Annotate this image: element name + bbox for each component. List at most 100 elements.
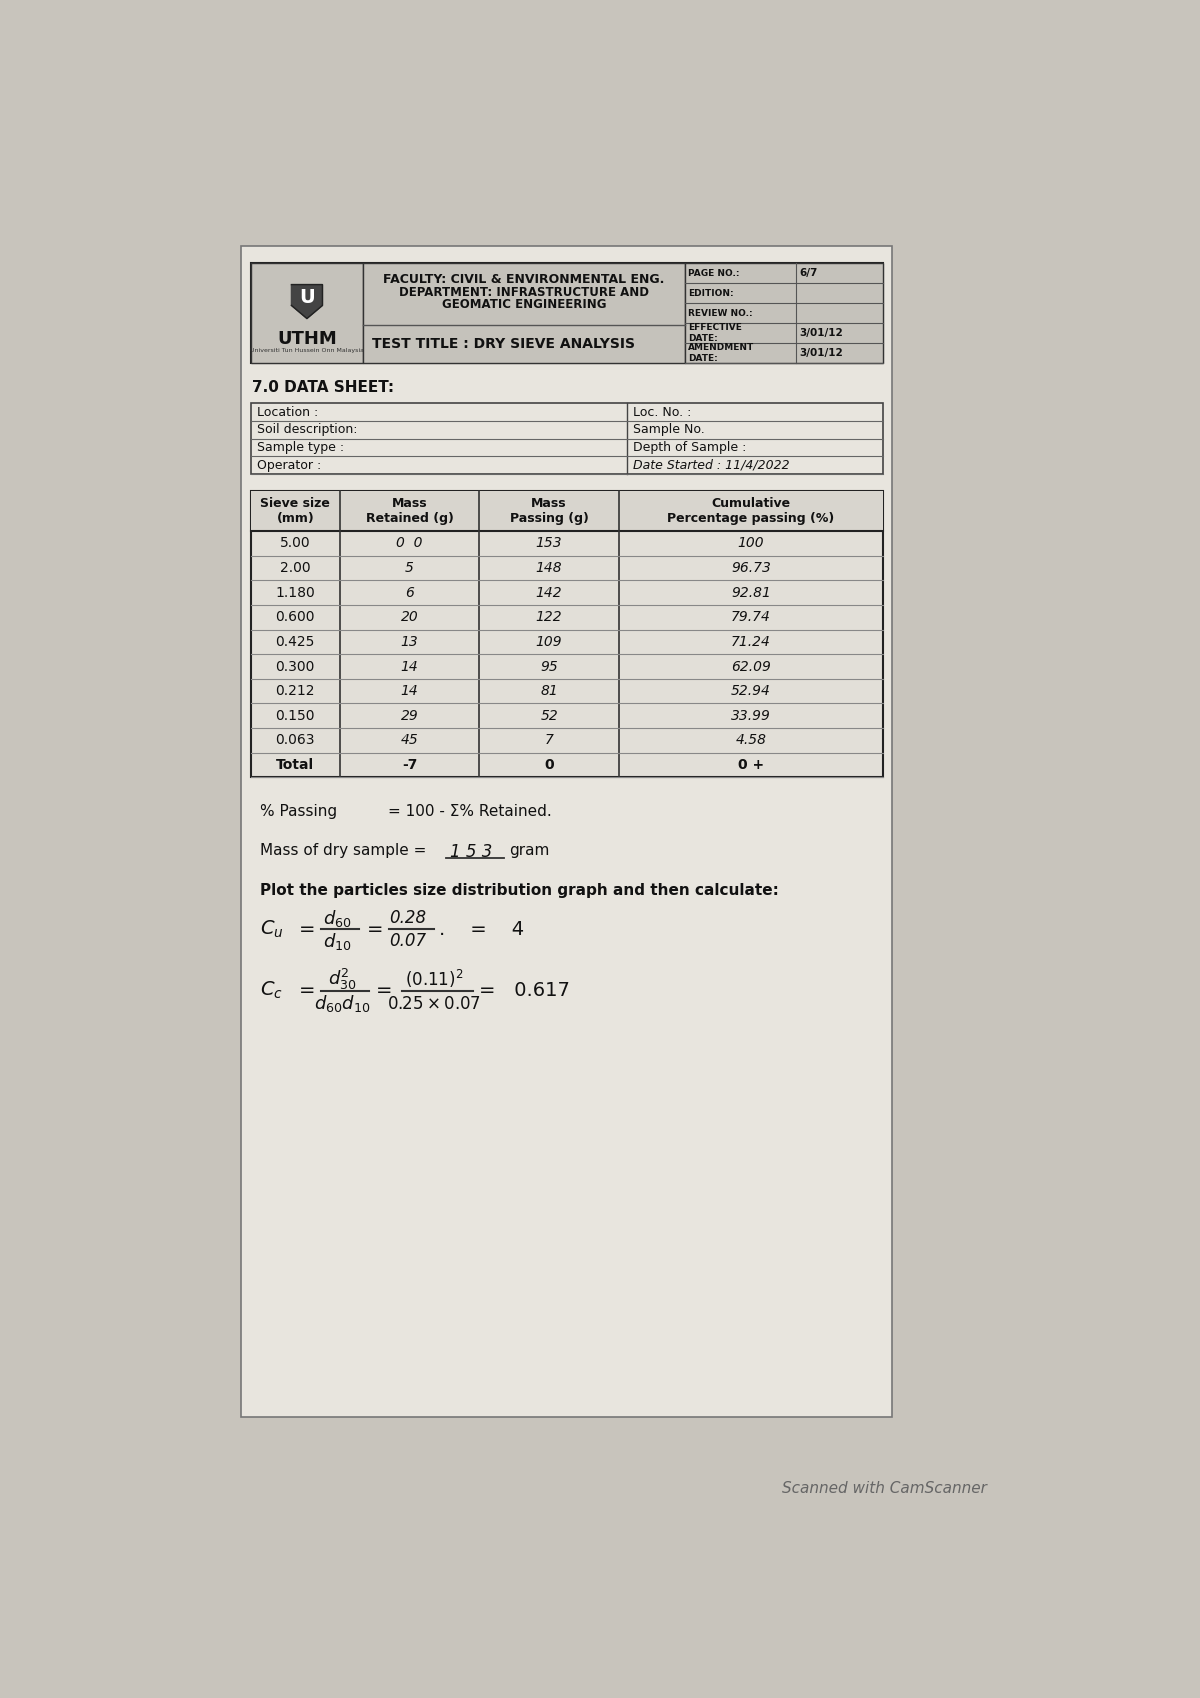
Text: TEST TITLE : DRY SIEVE ANALYSIS: TEST TITLE : DRY SIEVE ANALYSIS <box>372 338 636 351</box>
Text: REVIEW NO.:: REVIEW NO.: <box>688 309 752 318</box>
Text: $d_{10}$: $d_{10}$ <box>323 931 352 953</box>
Text: 79.74: 79.74 <box>731 610 770 625</box>
Text: 52.94: 52.94 <box>731 684 770 698</box>
Text: $C_u$: $C_u$ <box>260 919 283 939</box>
Text: 0.600: 0.600 <box>276 610 316 625</box>
Text: Soil description:: Soil description: <box>257 423 358 436</box>
Text: PAGE NO.:: PAGE NO.: <box>688 268 739 277</box>
Text: AMENDMENT
DATE:: AMENDMENT DATE: <box>688 343 754 363</box>
Text: Universiti Tun Hussein Onn Malaysia: Universiti Tun Hussein Onn Malaysia <box>250 348 364 353</box>
Text: 2.00: 2.00 <box>280 560 311 576</box>
Text: Scanned with CamScanner: Scanned with CamScanner <box>782 1481 986 1496</box>
Text: 3/01/12: 3/01/12 <box>799 328 844 338</box>
Text: 100: 100 <box>738 537 764 550</box>
Text: 0.28: 0.28 <box>390 910 427 927</box>
Bar <box>251 402 883 474</box>
Text: 122: 122 <box>536 610 563 625</box>
Text: 0.425: 0.425 <box>276 635 314 649</box>
Text: 5: 5 <box>406 560 414 576</box>
Text: Total: Total <box>276 757 314 773</box>
Bar <box>241 246 893 1416</box>
Text: 0.07: 0.07 <box>390 932 427 951</box>
Polygon shape <box>292 285 323 319</box>
Text: =: = <box>367 920 384 939</box>
Text: 45: 45 <box>401 734 419 747</box>
Bar <box>685 263 883 363</box>
Text: $C_c$: $C_c$ <box>260 980 283 1002</box>
Text: Mass
Passing (g): Mass Passing (g) <box>510 498 588 525</box>
Text: 0: 0 <box>545 757 554 773</box>
Text: gram: gram <box>510 842 550 857</box>
Text: 142: 142 <box>536 586 563 599</box>
Text: 0  0: 0 0 <box>396 537 422 550</box>
Bar <box>251 491 883 531</box>
Text: 14: 14 <box>401 659 419 674</box>
Text: 92.81: 92.81 <box>731 586 770 599</box>
Text: .    =    4: . = 4 <box>439 920 524 939</box>
Text: Operator :: Operator : <box>257 458 322 472</box>
Text: 7.0 DATA SHEET:: 7.0 DATA SHEET: <box>252 380 395 396</box>
Text: =: = <box>299 981 316 1000</box>
Text: 96.73: 96.73 <box>731 560 770 576</box>
Text: =: = <box>299 920 316 939</box>
Text: EFFECTIVE
DATE:: EFFECTIVE DATE: <box>688 323 742 343</box>
Text: =   0.617: = 0.617 <box>479 981 570 1000</box>
Text: $0.25 \times 0.07$: $0.25 \times 0.07$ <box>388 995 481 1012</box>
Text: FACULTY: CIVIL & ENVIRONMENTAL ENG.: FACULTY: CIVIL & ENVIRONMENTAL ENG. <box>383 273 665 287</box>
Text: Cumulative
Percentage passing (%): Cumulative Percentage passing (%) <box>667 498 835 525</box>
Text: U: U <box>299 289 314 307</box>
Text: Depth of Sample :: Depth of Sample : <box>634 441 746 453</box>
Text: 148: 148 <box>536 560 563 576</box>
Text: 29: 29 <box>401 708 419 723</box>
Text: $(0.11)^2$: $(0.11)^2$ <box>406 968 463 990</box>
Text: -7: -7 <box>402 757 418 773</box>
Text: DEPARTMENT: INFRASTRUCTURE AND: DEPARTMENT: INFRASTRUCTURE AND <box>398 285 649 299</box>
Text: 1 5 3: 1 5 3 <box>450 842 492 861</box>
Bar <box>251 263 364 363</box>
Text: 52: 52 <box>540 708 558 723</box>
Text: GEOMATIC ENGINEERING: GEOMATIC ENGINEERING <box>442 299 606 311</box>
Text: 95: 95 <box>540 659 558 674</box>
Text: 14: 14 <box>401 684 419 698</box>
Text: Location :: Location : <box>257 406 318 418</box>
Text: 71.24: 71.24 <box>731 635 770 649</box>
Text: 153: 153 <box>536 537 563 550</box>
Text: 4.58: 4.58 <box>736 734 767 747</box>
Text: Mass of dry sample =: Mass of dry sample = <box>260 842 431 857</box>
Text: 33.99: 33.99 <box>731 708 770 723</box>
Text: EDITION:: EDITION: <box>688 289 733 297</box>
Text: $d_{60}$: $d_{60}$ <box>323 908 352 929</box>
Bar <box>251 491 883 778</box>
Text: 5.00: 5.00 <box>280 537 311 550</box>
Text: 0.063: 0.063 <box>276 734 316 747</box>
Text: = 100 - Σ% Retained.: = 100 - Σ% Retained. <box>388 805 552 820</box>
Text: Sample No.: Sample No. <box>634 423 704 436</box>
Text: Date Started : 11/4/2022: Date Started : 11/4/2022 <box>634 458 790 472</box>
Text: $d_{60}d_{10}$: $d_{60}d_{10}$ <box>314 993 371 1014</box>
Text: 13: 13 <box>401 635 419 649</box>
Text: 6: 6 <box>406 586 414 599</box>
Text: 0.212: 0.212 <box>276 684 316 698</box>
Text: Mass
Retained (g): Mass Retained (g) <box>366 498 454 525</box>
Text: $d^{2}_{30}$: $d^{2}_{30}$ <box>328 966 356 992</box>
Text: Plot the particles size distribution graph and then calculate:: Plot the particles size distribution gra… <box>260 883 779 898</box>
Text: 0.300: 0.300 <box>276 659 314 674</box>
Text: Loc. No. :: Loc. No. : <box>634 406 691 418</box>
Text: 1.180: 1.180 <box>276 586 316 599</box>
Text: 62.09: 62.09 <box>731 659 770 674</box>
Text: UTHM: UTHM <box>277 329 337 348</box>
Text: =: = <box>377 981 392 1000</box>
Text: 20: 20 <box>401 610 419 625</box>
Text: 0 +: 0 + <box>738 757 764 773</box>
Bar <box>251 263 883 363</box>
Text: 3/01/12: 3/01/12 <box>799 348 844 358</box>
Bar <box>364 263 685 363</box>
Text: 81: 81 <box>540 684 558 698</box>
Text: Sieve size
(mm): Sieve size (mm) <box>260 498 330 525</box>
Text: 0.150: 0.150 <box>276 708 316 723</box>
Text: 6/7: 6/7 <box>799 268 818 278</box>
Text: % Passing: % Passing <box>260 805 337 820</box>
Text: 7: 7 <box>545 734 553 747</box>
Text: Sample type :: Sample type : <box>257 441 344 453</box>
Text: 109: 109 <box>536 635 563 649</box>
